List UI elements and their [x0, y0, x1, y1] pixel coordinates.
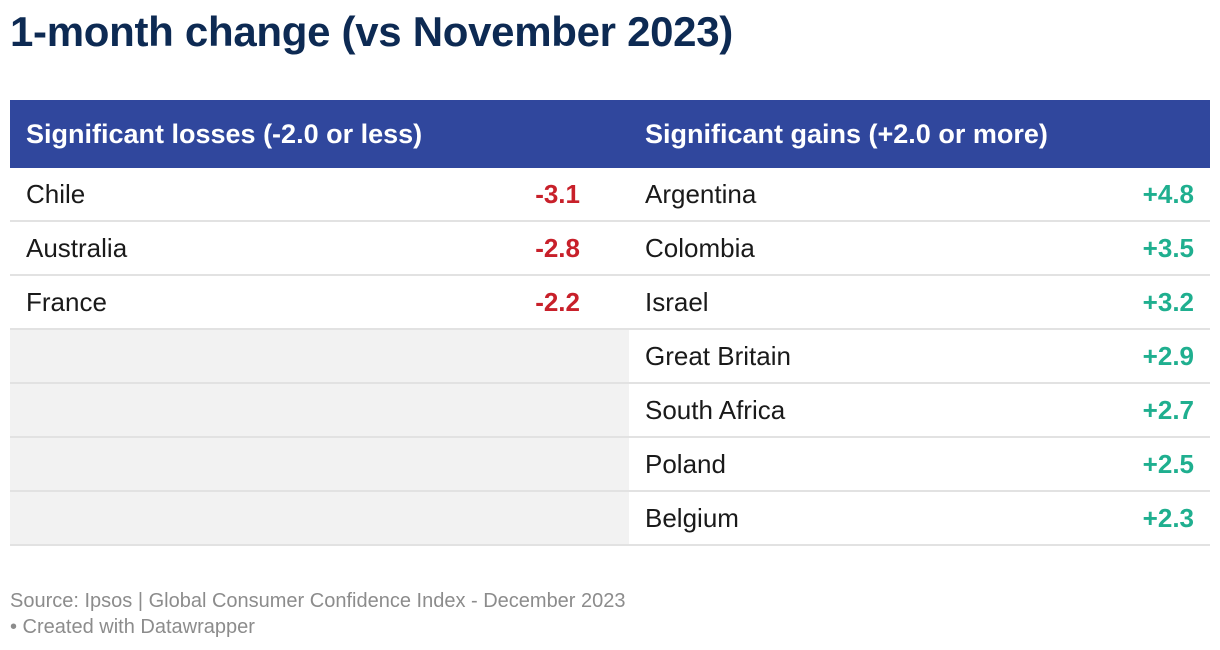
- gains-cell: South Africa +2.7: [629, 384, 1210, 436]
- table-row: Australia -2.8 Colombia +3.5: [10, 222, 1210, 276]
- gain-value: +2.7: [1142, 394, 1194, 425]
- loss-value: -3.1: [535, 178, 580, 209]
- gains-cell: Argentina +4.8: [629, 168, 1210, 220]
- losses-cell: [10, 492, 629, 544]
- gain-value: +2.5: [1142, 448, 1194, 479]
- gain-country: Poland: [645, 448, 726, 479]
- gains-cell: Poland +2.5: [629, 438, 1210, 490]
- gain-country: Colombia: [645, 232, 755, 263]
- loss-country: Australia: [26, 232, 128, 263]
- gain-value: +2.3: [1142, 502, 1194, 533]
- source-note: Source: Ipsos | Global Consumer Confiden…: [10, 590, 626, 612]
- losses-header: Significant losses (-2.0 or less): [26, 118, 423, 149]
- losses-cell: Chile -3.1: [10, 168, 629, 220]
- table-row: South Africa +2.7: [10, 384, 1210, 438]
- gains-cell: Great Britain +2.9: [629, 330, 1210, 382]
- losses-cell: [10, 330, 629, 382]
- gains-cell: Colombia +3.5: [629, 222, 1210, 274]
- table-row: Poland +2.5: [10, 438, 1210, 492]
- losses-cell: France -2.2: [10, 276, 629, 328]
- gains-cell: Israel +3.2: [629, 276, 1210, 328]
- loss-value: -2.8: [535, 232, 580, 263]
- losses-cell: [10, 438, 629, 490]
- gain-value: +4.8: [1142, 178, 1194, 209]
- losses-cell: [10, 384, 629, 436]
- loss-country: Chile: [26, 178, 86, 209]
- loss-country: France: [26, 286, 107, 317]
- loss-value: -2.2: [535, 286, 580, 317]
- change-table: Significant losses (-2.0 or less) Signif…: [10, 100, 1210, 546]
- credit-note: • Created with Datawrapper: [10, 616, 255, 638]
- chart-title: 1-month change (vs November 2023): [10, 8, 733, 55]
- table-row: Chile -3.1 Argentina +4.8: [10, 168, 1210, 222]
- table-row: Belgium +2.3: [10, 492, 1210, 546]
- gains-header: Significant gains (+2.0 or more): [645, 118, 1048, 149]
- gain-country: South Africa: [645, 394, 786, 425]
- gain-value: +3.2: [1142, 286, 1194, 317]
- table-row: Great Britain +2.9: [10, 330, 1210, 384]
- gain-value: +2.9: [1142, 340, 1194, 371]
- footer: Source: Ipsos | Global Consumer Confiden…: [10, 588, 626, 640]
- table-header: Significant losses (-2.0 or less) Signif…: [10, 100, 1210, 168]
- gains-cell: Belgium +2.3: [629, 492, 1210, 544]
- gain-country: Argentina: [645, 178, 757, 209]
- gain-value: +3.5: [1142, 232, 1194, 263]
- table-body: Chile -3.1 Argentina +4.8 Australia -2.8 Colom…: [10, 168, 1210, 546]
- table-row: France -2.2 Israel +3.2: [10, 276, 1210, 330]
- gain-country: Great Britain: [645, 340, 791, 371]
- gain-country: Israel: [645, 286, 709, 317]
- losses-cell: Australia -2.8: [10, 222, 629, 274]
- gain-country: Belgium: [645, 502, 739, 533]
